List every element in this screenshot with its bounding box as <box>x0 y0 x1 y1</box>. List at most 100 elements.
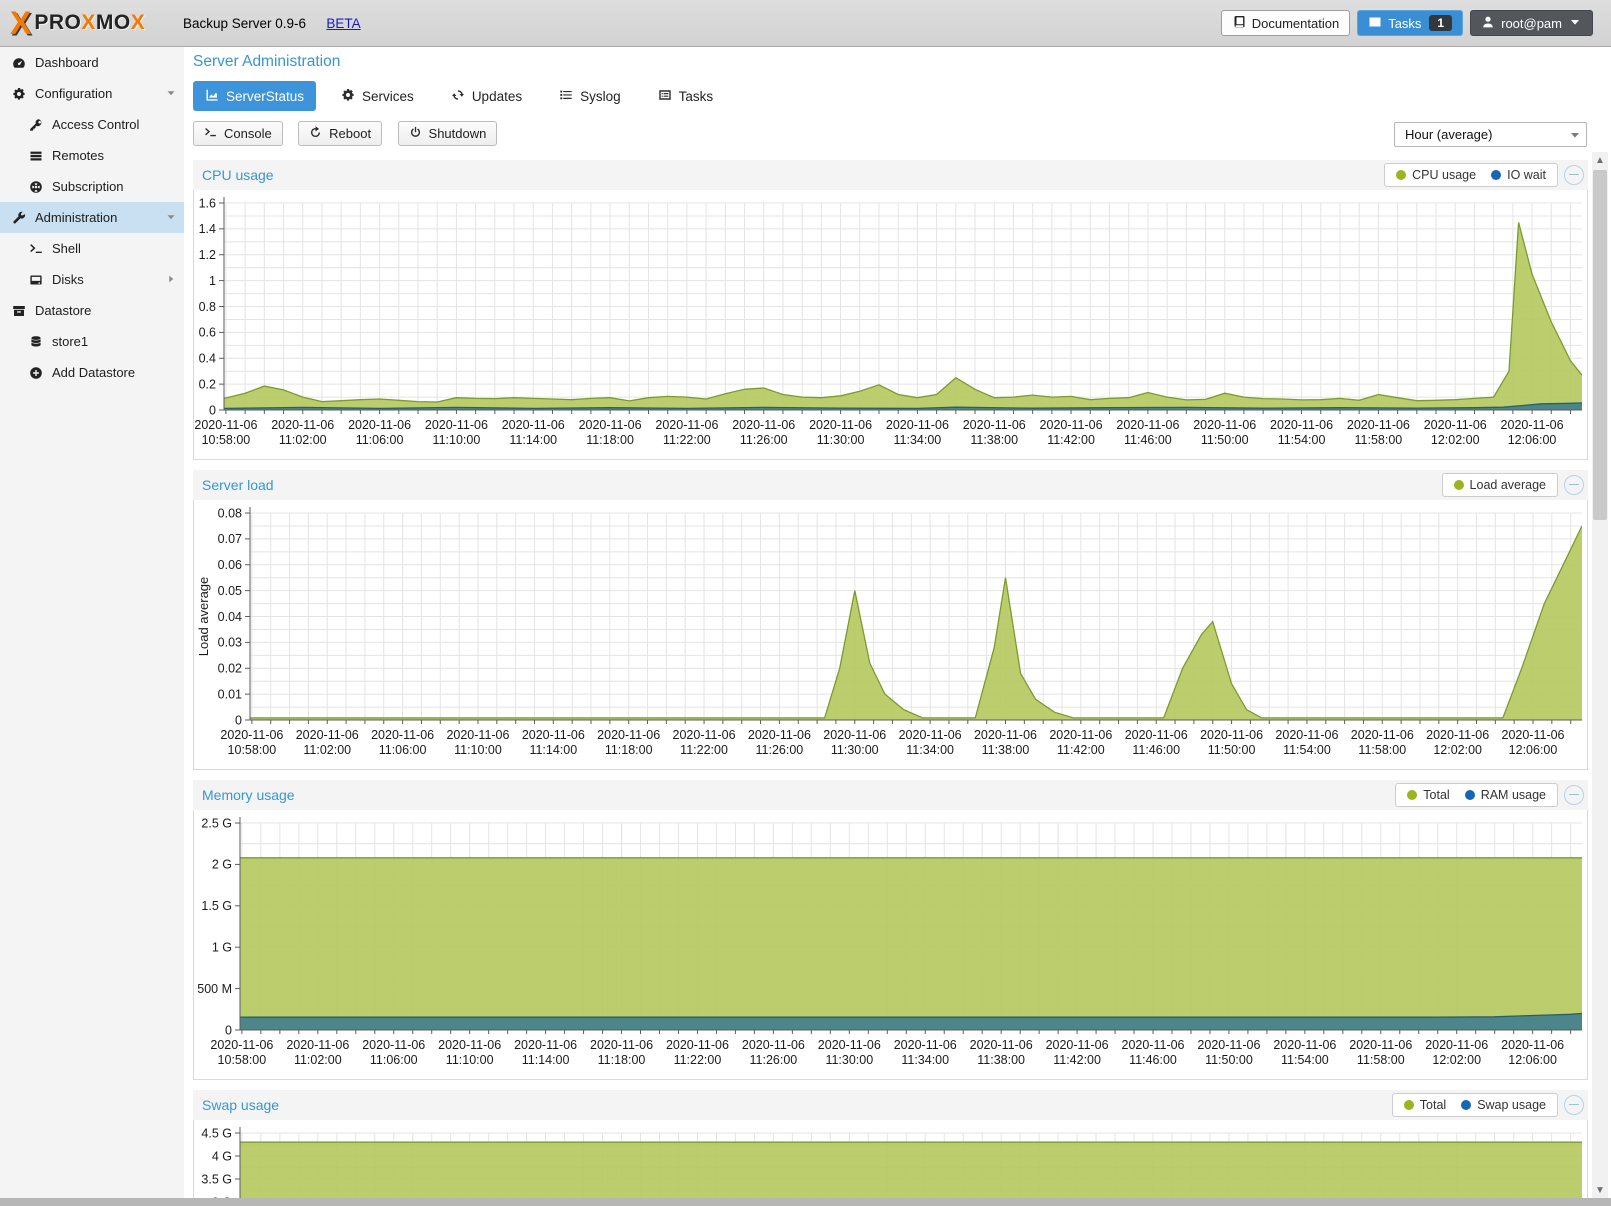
svg-text:11:14:00: 11:14:00 <box>529 743 577 757</box>
tasks-button[interactable]: Tasks 1 <box>1357 10 1464 36</box>
collapse-icon[interactable] <box>1564 1095 1584 1115</box>
legend-item[interactable]: Total <box>1407 788 1450 802</box>
tasks-icon <box>1368 15 1382 32</box>
scroll-up-arrow[interactable]: ▲ <box>1595 154 1605 166</box>
svg-text:10:58:00: 10:58:00 <box>218 1053 267 1067</box>
terminal-icon <box>28 241 43 256</box>
svg-text:11:46:00: 11:46:00 <box>1124 433 1172 447</box>
tab-syslog[interactable]: Syslog <box>547 81 633 111</box>
svg-text:2020-11-06: 2020-11-06 <box>974 728 1037 742</box>
legend-item[interactable]: Total <box>1403 1098 1446 1112</box>
svg-text:10:58:00: 10:58:00 <box>202 433 251 447</box>
svg-text:11:18:00: 11:18:00 <box>598 1053 646 1067</box>
user-menu-button[interactable]: root@pam <box>1470 10 1593 36</box>
svg-text:11:58:00: 11:58:00 <box>1358 743 1406 757</box>
vertical-scrollbar[interactable]: ▲ ▼ <box>1592 152 1608 1198</box>
svg-text:2020-11-06: 2020-11-06 <box>1200 728 1263 742</box>
chart-title: Swap usage <box>202 1097 280 1113</box>
gears-icon <box>11 86 26 101</box>
svg-text:11:42:00: 11:42:00 <box>1053 1053 1101 1067</box>
svg-text:2020-11-06: 2020-11-06 <box>1122 1038 1185 1052</box>
scrollbar-thumb[interactable] <box>1593 170 1607 520</box>
shutdown-button[interactable]: Shutdown <box>397 121 498 146</box>
svg-text:11:10:00: 11:10:00 <box>454 743 502 757</box>
chevron-right-icon[interactable] <box>165 273 177 285</box>
legend-item[interactable]: Load average <box>1453 478 1546 492</box>
beta-link[interactable]: BETA <box>326 16 361 31</box>
svg-text:2020-11-06: 2020-11-06 <box>286 1038 349 1052</box>
console-button[interactable]: Console <box>193 121 283 146</box>
svg-text:12:02:00: 12:02:00 <box>1431 433 1480 447</box>
collapse-icon[interactable] <box>1564 475 1584 495</box>
svg-text:0.05: 0.05 <box>218 584 242 598</box>
chart-legend: Total RAM usage <box>1395 783 1558 807</box>
svg-text:2020-11-06: 2020-11-06 <box>220 728 283 742</box>
tab-serverstatus[interactable]: ServerStatus <box>193 81 317 111</box>
main-content: Server Administration ServerStatus Servi… <box>185 47 1588 1206</box>
legend-item[interactable]: RAM usage <box>1464 788 1546 802</box>
collapse-icon[interactable] <box>1564 785 1584 805</box>
legend-item[interactable]: Swap usage <box>1461 1098 1546 1112</box>
sidebar-item-administration[interactable]: Administration <box>0 202 184 233</box>
svg-text:11:46:00: 11:46:00 <box>1132 743 1180 757</box>
terminal-icon <box>204 126 217 142</box>
chart-body: 0 0.2 0.4 0.6 0.8 1 1.2 1.4 1.6 2020-11-06 10:58:0… <box>193 190 1588 460</box>
svg-text:11:38:00: 11:38:00 <box>970 433 1018 447</box>
chart-svg: 00.20.40.60.811.21.41.62020-11-0610:58:0… <box>194 196 1582 447</box>
svg-text:0.8: 0.8 <box>199 300 216 314</box>
svg-text:2020-11-06: 2020-11-06 <box>963 418 1026 432</box>
timeframe-select[interactable]: Hour (average) <box>1394 122 1587 147</box>
tab-tasks[interactable]: Tasks <box>646 81 726 111</box>
brand-text: PROXMOX <box>34 11 146 34</box>
sidebar-item-datastore[interactable]: Datastore <box>0 295 184 326</box>
chart-body: 0 0.01 0.02 0.03 0.04 0.05 0.06 0.07 0.08 2020-11… <box>193 500 1588 770</box>
svg-text:11:26:00: 11:26:00 <box>756 743 804 757</box>
svg-text:2020-11-06: 2020-11-06 <box>348 418 411 432</box>
svg-text:11:26:00: 11:26:00 <box>740 433 788 447</box>
svg-text:2020-11-06: 2020-11-06 <box>1125 728 1188 742</box>
chevron-down-icon[interactable] <box>165 211 177 223</box>
chart-panel-header: CPU usage CPU usage IO wait <box>193 160 1588 190</box>
svg-text:11:42:00: 11:42:00 <box>1047 433 1095 447</box>
svg-text:11:14:00: 11:14:00 <box>509 433 557 447</box>
chevron-down-icon <box>1564 128 1586 142</box>
svg-text:2020-11-06: 2020-11-06 <box>899 728 962 742</box>
sidebar-item-add-datastore[interactable]: Add Datastore <box>0 357 184 388</box>
sidebar-item-shell[interactable]: Shell <box>0 233 184 264</box>
power-icon <box>409 126 422 142</box>
legend-dot <box>1396 170 1407 180</box>
collapse-icon[interactable] <box>1564 165 1584 185</box>
legend-item[interactable]: CPU usage <box>1396 168 1476 182</box>
legend-item[interactable]: IO wait <box>1491 168 1546 182</box>
sidebar-item-remotes[interactable]: Remotes <box>0 140 184 171</box>
sidebar-item-configuration[interactable]: Configuration <box>0 78 184 109</box>
sidebar-item-subscription[interactable]: Subscription <box>0 171 184 202</box>
scroll-down-arrow[interactable]: ▼ <box>1595 1184 1605 1196</box>
archive-icon <box>11 303 26 318</box>
sidebar-item-disks[interactable]: Disks <box>0 264 184 295</box>
svg-text:2020-11-06: 2020-11-06 <box>1424 418 1487 432</box>
svg-text:2020-11-06: 2020-11-06 <box>1273 1038 1336 1052</box>
svg-text:11:58:00: 11:58:00 <box>1355 433 1403 447</box>
svg-text:11:18:00: 11:18:00 <box>605 743 653 757</box>
chevron-down-icon[interactable] <box>165 87 177 99</box>
svg-text:11:02:00: 11:02:00 <box>294 1053 342 1067</box>
sidebar-item-store1[interactable]: store1 <box>0 326 184 357</box>
chart-svg: 0 0.01 0.02 0.03 0.04 0.05 0.06 0.07 0.08 2020-11… <box>196 506 1582 757</box>
documentation-button[interactable]: Documentation <box>1220 10 1351 36</box>
reboot-button[interactable]: Reboot <box>298 121 383 146</box>
legend-dot <box>1403 1100 1414 1110</box>
svg-text:11:54:00: 11:54:00 <box>1278 433 1326 447</box>
tab-updates[interactable]: Updates <box>439 81 534 111</box>
svg-text:11:26:00: 11:26:00 <box>750 1053 798 1067</box>
chart-area-icon <box>205 88 219 105</box>
tab-services[interactable]: Services <box>329 81 426 111</box>
svg-text:2020-11-06: 2020-11-06 <box>1501 1038 1564 1052</box>
sidebar-item-access-control[interactable]: Access Control <box>0 109 184 140</box>
svg-text:3.5 G: 3.5 G <box>201 1172 232 1186</box>
svg-text:2020-11-06: 2020-11-06 <box>1049 728 1112 742</box>
sidebar-item-dashboard[interactable]: Dashboard <box>0 47 184 78</box>
svg-text:0.4: 0.4 <box>199 352 216 366</box>
svg-text:11:46:00: 11:46:00 <box>1129 1053 1177 1067</box>
